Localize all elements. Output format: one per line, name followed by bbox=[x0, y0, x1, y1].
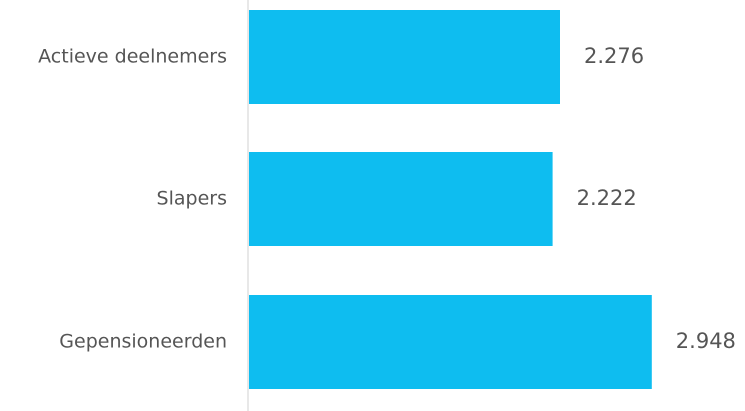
labels-layer: Actieve deelnemers 2.276 Slapers 2.222 Gepen… bbox=[38, 44, 736, 353]
bar bbox=[249, 152, 553, 246]
bar bbox=[249, 295, 652, 389]
value-label: 2.948 bbox=[676, 329, 736, 353]
bars-layer bbox=[249, 10, 652, 389]
value-label: 2.276 bbox=[584, 44, 644, 68]
category-label: Gepensioneerden bbox=[59, 331, 227, 353]
value-label: 2.222 bbox=[577, 186, 637, 210]
bar bbox=[249, 10, 560, 104]
category-label: Actieve deelnemers bbox=[38, 46, 227, 68]
category-label: Slapers bbox=[157, 188, 227, 210]
